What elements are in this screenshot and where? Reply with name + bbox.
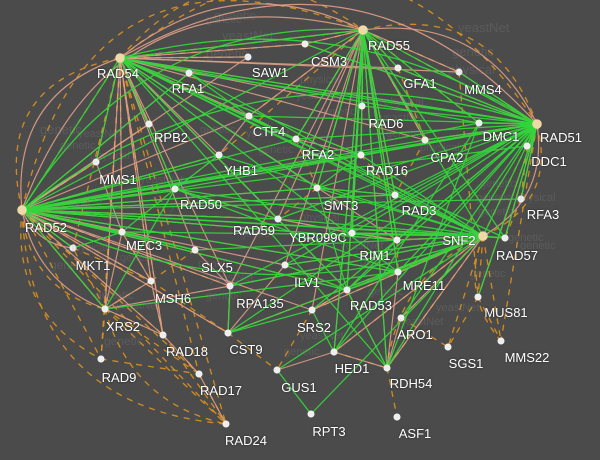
graph-node[interactable] [517,195,525,203]
graph-node[interactable] [17,205,27,215]
graph-node[interactable] [343,286,351,294]
graph-node[interactable] [497,337,505,345]
graph-node[interactable] [532,119,542,129]
graph-node[interactable] [394,64,402,72]
graph-node[interactable] [383,364,391,372]
graph-node[interactable] [281,261,289,269]
graph-node[interactable] [226,282,234,290]
graph-node[interactable] [397,314,405,322]
graph-node[interactable] [147,277,155,285]
graph-node[interactable] [97,355,105,363]
graph-node[interactable] [523,142,531,150]
graph-node[interactable] [274,215,282,223]
graph-node[interactable] [245,112,253,120]
graph-node[interactable] [69,244,77,252]
graph-node[interactable] [393,236,401,244]
graph-node[interactable] [394,268,402,276]
graph-node[interactable] [224,329,232,337]
physical-edges [21,28,538,415]
graph-node[interactable] [145,120,153,128]
graph-node[interactable] [159,331,167,339]
graph-node[interactable] [391,191,399,199]
graph-node[interactable] [358,25,368,35]
graph-node[interactable] [301,40,309,48]
graph-node[interactable] [215,151,223,159]
graph-node[interactable] [313,184,321,192]
graph-node[interactable] [118,228,126,236]
graph-node[interactable] [191,246,199,254]
graph-node[interactable] [475,119,483,127]
graph-node[interactable] [393,413,401,421]
graph-node[interactable] [292,135,300,143]
graph-node[interactable] [273,366,281,374]
graph-node[interactable] [348,229,356,237]
node-markers [17,25,542,428]
graph-node[interactable] [455,68,463,76]
graph-node[interactable] [195,370,203,378]
graph-node[interactable] [444,343,452,351]
graph-node[interactable] [308,306,316,314]
graph-node[interactable] [185,69,193,77]
graph-node[interactable] [115,53,125,63]
graph-node[interactable] [501,234,509,242]
graph-node[interactable] [307,410,315,418]
graph-node[interactable] [421,136,429,144]
graph-node[interactable] [478,231,488,241]
graph-node[interactable] [330,348,338,356]
graph-node[interactable] [92,158,100,166]
graph-node[interactable] [101,305,109,313]
graph-node[interactable] [244,53,252,61]
graph-node[interactable] [357,151,365,159]
graph-node[interactable] [474,293,482,301]
graph-node[interactable] [171,185,179,193]
graph-node[interactable] [358,102,366,110]
graph-node[interactable] [222,420,230,428]
